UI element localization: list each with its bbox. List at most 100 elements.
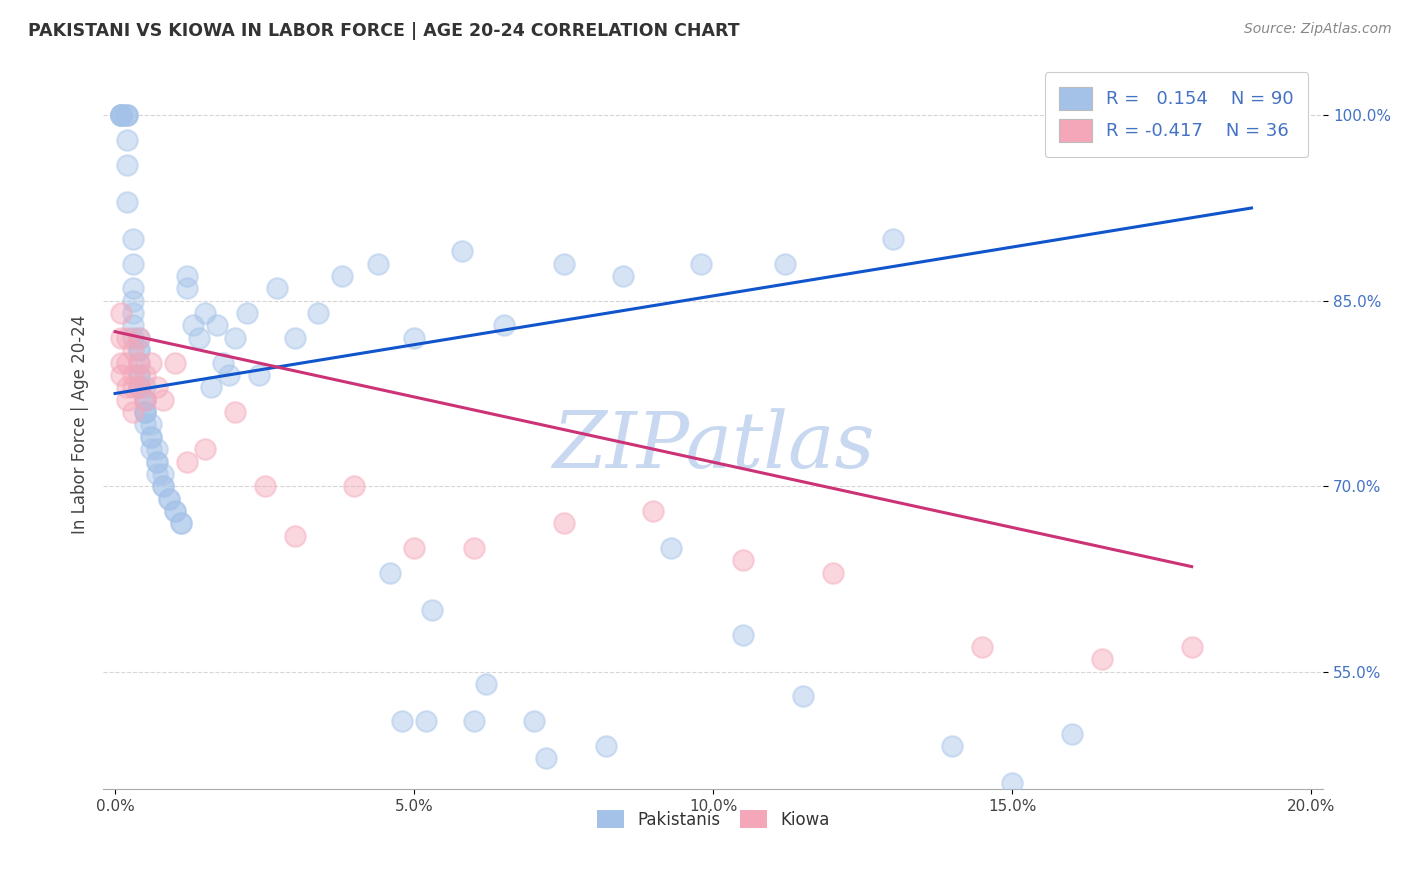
- Point: [122, 380, 145, 394]
- Point: [110, 306, 132, 320]
- Point: [134, 392, 156, 407]
- Point: [821, 566, 844, 580]
- Point: [146, 454, 169, 468]
- Point: [391, 714, 413, 729]
- Point: [595, 739, 617, 753]
- Point: [122, 318, 145, 333]
- Point: [553, 257, 575, 271]
- Point: [128, 368, 150, 382]
- Point: [139, 430, 162, 444]
- Point: [134, 392, 156, 407]
- Point: [122, 293, 145, 308]
- Text: PAKISTANI VS KIOWA IN LABOR FORCE | AGE 20-24 CORRELATION CHART: PAKISTANI VS KIOWA IN LABOR FORCE | AGE …: [28, 22, 740, 40]
- Point: [122, 368, 145, 382]
- Point: [128, 331, 150, 345]
- Point: [110, 108, 132, 122]
- Point: [128, 380, 150, 394]
- Point: [283, 529, 305, 543]
- Point: [163, 504, 186, 518]
- Point: [218, 368, 240, 382]
- Point: [211, 355, 233, 369]
- Point: [235, 306, 257, 320]
- Point: [380, 566, 402, 580]
- Point: [115, 331, 138, 345]
- Point: [128, 343, 150, 358]
- Point: [492, 318, 515, 333]
- Point: [110, 331, 132, 345]
- Point: [110, 108, 132, 122]
- Point: [200, 380, 222, 394]
- Point: [475, 677, 498, 691]
- Point: [463, 714, 485, 729]
- Point: [534, 751, 557, 765]
- Point: [115, 158, 138, 172]
- Point: [122, 405, 145, 419]
- Point: [128, 380, 150, 394]
- Point: [122, 232, 145, 246]
- Point: [128, 343, 150, 358]
- Point: [170, 516, 193, 531]
- Point: [163, 504, 186, 518]
- Point: [134, 405, 156, 419]
- Point: [205, 318, 228, 333]
- Point: [134, 380, 156, 394]
- Point: [152, 479, 174, 493]
- Point: [110, 108, 132, 122]
- Point: [122, 331, 145, 345]
- Point: [247, 368, 270, 382]
- Point: [146, 380, 169, 394]
- Point: [1001, 776, 1024, 790]
- Point: [128, 380, 150, 394]
- Legend: Pakistanis, Kiowa: Pakistanis, Kiowa: [591, 804, 837, 836]
- Point: [122, 281, 145, 295]
- Point: [146, 467, 169, 481]
- Text: Source: ZipAtlas.com: Source: ZipAtlas.com: [1244, 22, 1392, 37]
- Point: [463, 541, 485, 555]
- Point: [139, 442, 162, 457]
- Point: [115, 108, 138, 122]
- Point: [110, 368, 132, 382]
- Point: [157, 491, 180, 506]
- Point: [253, 479, 276, 493]
- Point: [146, 454, 169, 468]
- Y-axis label: In Labor Force | Age 20-24: In Labor Force | Age 20-24: [72, 315, 89, 534]
- Point: [115, 108, 138, 122]
- Point: [1181, 640, 1204, 654]
- Point: [1060, 726, 1083, 740]
- Point: [194, 306, 217, 320]
- Point: [332, 268, 354, 283]
- Point: [134, 392, 156, 407]
- Point: [643, 504, 665, 518]
- Text: ZIPatlas: ZIPatlas: [553, 409, 875, 484]
- Point: [139, 355, 162, 369]
- Point: [122, 306, 145, 320]
- Point: [134, 405, 156, 419]
- Point: [152, 479, 174, 493]
- Point: [659, 541, 682, 555]
- Point: [733, 553, 755, 567]
- Point: [224, 405, 246, 419]
- Point: [110, 108, 132, 122]
- Point: [773, 257, 796, 271]
- Point: [122, 257, 145, 271]
- Point: [224, 331, 246, 345]
- Point: [307, 306, 329, 320]
- Point: [146, 442, 169, 457]
- Point: [115, 194, 138, 209]
- Point: [194, 442, 217, 457]
- Point: [882, 232, 904, 246]
- Point: [115, 380, 138, 394]
- Point: [110, 108, 132, 122]
- Point: [733, 627, 755, 641]
- Point: [420, 603, 443, 617]
- Point: [170, 516, 193, 531]
- Point: [941, 739, 963, 753]
- Point: [343, 479, 366, 493]
- Point: [157, 491, 180, 506]
- Point: [1091, 652, 1114, 666]
- Point: [115, 108, 138, 122]
- Point: [612, 268, 634, 283]
- Point: [128, 355, 150, 369]
- Point: [134, 368, 156, 382]
- Point: [152, 392, 174, 407]
